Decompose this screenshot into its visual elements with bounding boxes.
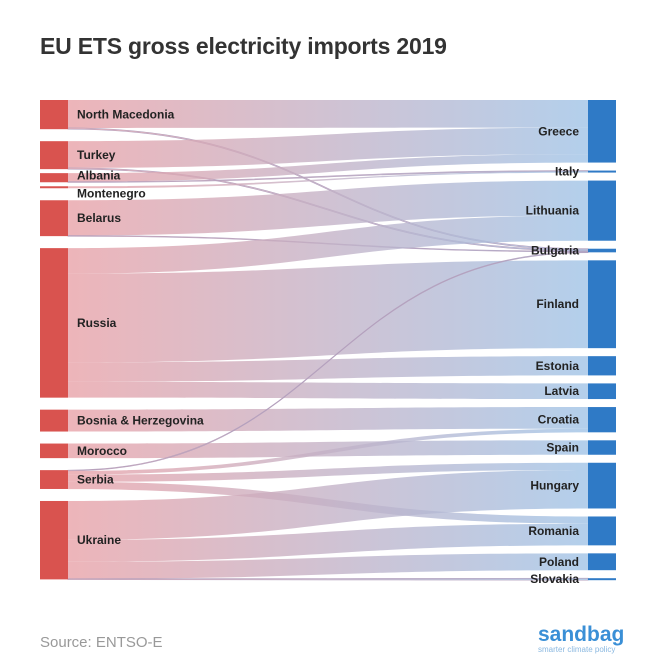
- nodes-layer: [40, 100, 616, 581]
- target-node-greece[interactable]: [588, 100, 616, 163]
- source-label-turkey: Turkey: [77, 148, 116, 162]
- target-node-slovakia[interactable]: [588, 578, 616, 581]
- target-node-latvia[interactable]: [588, 383, 616, 400]
- link-serbia-to-croatia[interactable]: [68, 428, 588, 475]
- source-label-russia: Russia: [77, 316, 117, 330]
- target-label-spain: Spain: [546, 441, 579, 455]
- target-node-poland[interactable]: [588, 553, 616, 571]
- target-label-romania: Romania: [528, 524, 579, 538]
- target-node-estonia[interactable]: [588, 356, 616, 376]
- link-north-macedonia-to-greece[interactable]: [68, 100, 588, 128]
- link-belarus-to-lithuania[interactable]: [68, 180, 588, 236]
- source-label-belarus: Belarus: [77, 211, 121, 225]
- links-layer: [67, 100, 589, 581]
- link-serbia-to-bulgaria[interactable]: [67, 251, 589, 472]
- source-node-albania[interactable]: [40, 173, 68, 183]
- link-montenegro-to-italy[interactable]: [68, 171, 588, 189]
- source-node-montenegro[interactable]: [40, 186, 68, 189]
- target-node-spain[interactable]: [588, 440, 616, 455]
- link-ukraine-to-slovakia[interactable]: [67, 577, 589, 581]
- source-node-russia[interactable]: [40, 248, 68, 398]
- link-albania-to-greece[interactable]: [68, 154, 588, 182]
- target-label-bulgaria: Bulgaria: [531, 244, 579, 258]
- chart-title: EU ETS gross electricity imports 2019: [40, 33, 447, 59]
- target-label-estonia: Estonia: [536, 359, 580, 373]
- source-label-north-macedonia: North Macedonia: [77, 108, 175, 122]
- source-node-north-macedonia[interactable]: [40, 100, 68, 130]
- target-label-latvia: Latvia: [544, 384, 579, 398]
- brand-name: sandbag: [538, 623, 625, 646]
- source-node-ukraine[interactable]: [40, 500, 68, 580]
- link-russia-to-estonia[interactable]: [68, 356, 588, 382]
- target-node-romania[interactable]: [588, 516, 616, 546]
- target-label-greece: Greece: [538, 124, 579, 138]
- link-ukraine-to-poland[interactable]: [68, 553, 588, 579]
- source-node-bosnia-and-herzegovina[interactable]: [40, 409, 68, 432]
- link-turkey-to-greece[interactable]: [68, 127, 588, 168]
- link-ukraine-to-romania[interactable]: [68, 523, 588, 562]
- target-node-hungary[interactable]: [588, 462, 616, 509]
- source-label-morocco: Morocco: [77, 444, 127, 458]
- brand-tagline: smarter climate policy: [538, 645, 616, 654]
- target-label-finland: Finland: [536, 297, 579, 311]
- link-serbia-to-hungary[interactable]: [68, 462, 588, 482]
- link-russia-to-latvia[interactable]: [68, 381, 588, 400]
- target-label-hungary: Hungary: [530, 479, 579, 493]
- target-label-lithuania: Lithuania: [526, 204, 580, 218]
- target-label-slovakia: Slovakia: [530, 572, 579, 586]
- target-label-poland: Poland: [539, 555, 579, 569]
- target-node-finland[interactable]: [588, 260, 616, 349]
- source-note: Source: ENTSO-E: [40, 634, 163, 651]
- brand-logo[interactable]: sandbag smarter climate policy: [538, 623, 630, 654]
- target-node-lithuania[interactable]: [588, 180, 616, 241]
- target-node-italy[interactable]: [588, 170, 616, 173]
- labels-layer: North Macedonia Turkey Albania Montenegro Be…: [77, 108, 579, 587]
- source-label-montenegro: Montenegro: [77, 186, 146, 200]
- source-node-serbia[interactable]: [40, 470, 68, 489]
- link-bosnia-and-herzegovina-to-croatia[interactable]: [68, 407, 588, 432]
- source-node-belarus[interactable]: [40, 200, 68, 237]
- link-ukraine-to-hungary[interactable]: [68, 469, 588, 540]
- source-node-turkey[interactable]: [40, 141, 68, 170]
- target-label-italy: Italy: [555, 165, 579, 179]
- link-morocco-to-spain[interactable]: [68, 440, 588, 459]
- source-label-ukraine: Ukraine: [77, 533, 121, 547]
- source-node-morocco[interactable]: [40, 443, 68, 459]
- link-russia-to-finland[interactable]: [68, 260, 588, 363]
- target-label-croatia: Croatia: [538, 413, 580, 427]
- target-node-bulgaria[interactable]: [588, 248, 616, 253]
- source-label-serbia: Serbia: [77, 473, 114, 487]
- source-label-albania: Albania: [77, 169, 121, 183]
- target-node-croatia[interactable]: [588, 407, 616, 433]
- source-label-bosnia-and-herzegovina: Bosnia & Herzegovina: [77, 414, 204, 428]
- link-russia-to-lithuania[interactable]: [68, 215, 588, 274]
